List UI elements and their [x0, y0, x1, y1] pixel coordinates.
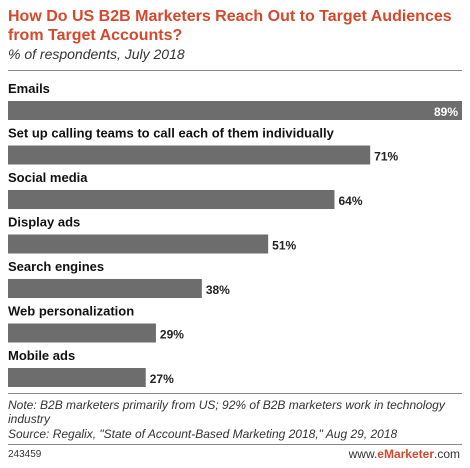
- category-label: Search engines: [8, 259, 104, 274]
- footer-divider: [8, 444, 462, 445]
- bar: [8, 279, 202, 298]
- chart-title: How Do US B2B Marketers Reach Out to Tar…: [8, 8, 452, 44]
- bar: [8, 323, 156, 343]
- category-label: Emails: [8, 81, 50, 96]
- bar: [8, 190, 335, 209]
- top-divider: [8, 70, 462, 71]
- value-label: 89%: [434, 105, 458, 119]
- brand-name: eMarketer: [377, 447, 434, 461]
- category-label: Mobile ads: [8, 348, 75, 363]
- brand-logo[interactable]: www.eMarketer.com: [349, 447, 460, 461]
- bar: [8, 145, 371, 165]
- value-label: 29%: [160, 328, 184, 342]
- bar: [8, 101, 462, 120]
- value-label: 71%: [374, 150, 398, 164]
- value-label: 38%: [206, 283, 230, 297]
- category-label: Social media: [8, 170, 88, 185]
- chart-source: Source: Regalix, "State of Account-Based…: [8, 427, 398, 441]
- bar: [8, 368, 146, 387]
- chart-id: 243459: [8, 449, 42, 460]
- category-label: Set up calling teams to call each of the…: [8, 126, 335, 141]
- brand-suffix: .com: [433, 447, 460, 461]
- brand-prefix: www.: [348, 447, 378, 461]
- bottom-divider: [8, 393, 462, 394]
- chart-subtitle: % of respondents, July 2018: [8, 46, 185, 62]
- value-label: 27%: [150, 372, 174, 386]
- bar: [8, 234, 269, 254]
- value-label: 51%: [272, 239, 296, 253]
- category-label: Display ads: [8, 215, 80, 230]
- value-label: 64%: [338, 194, 362, 208]
- category-label: Web personalization: [8, 304, 134, 319]
- chart-note: Note: B2B marketers primarily from US; 9…: [8, 398, 445, 426]
